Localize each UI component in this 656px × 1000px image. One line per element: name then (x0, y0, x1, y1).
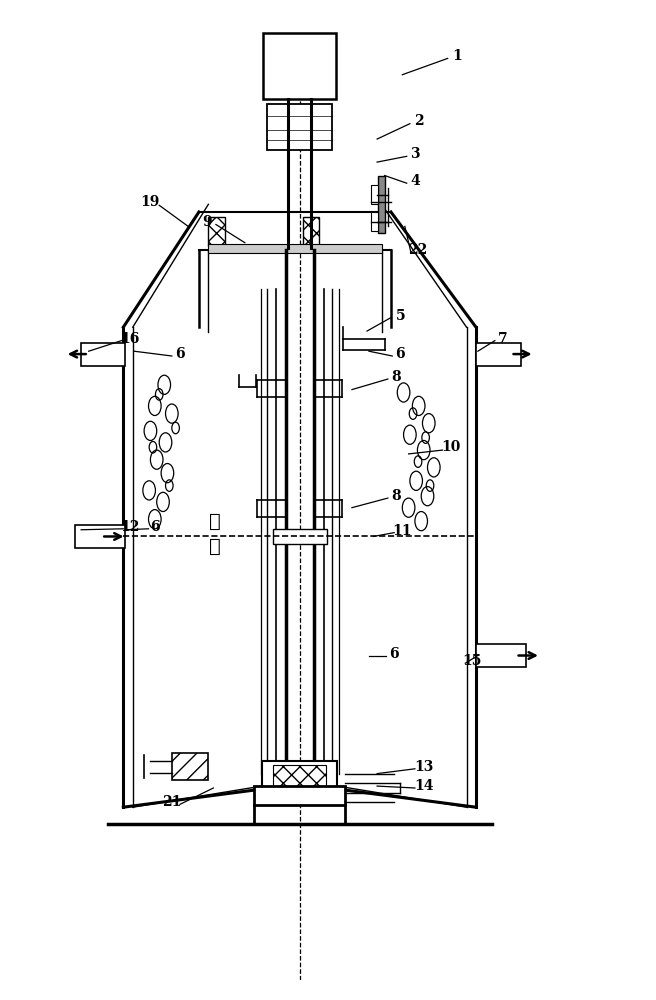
Bar (476, 644, 526, 667)
Text: 10: 10 (441, 440, 461, 454)
Text: 12: 12 (120, 520, 139, 534)
Bar (379, 176, 384, 233)
Text: 9: 9 (202, 215, 212, 229)
Bar (273, 529, 327, 544)
Bar (209, 217, 225, 246)
Text: 2: 2 (415, 114, 424, 128)
Text: 21: 21 (162, 795, 182, 809)
Bar (209, 244, 382, 253)
Bar (273, 765, 326, 788)
Text: 油: 油 (209, 512, 220, 531)
Text: 5: 5 (396, 309, 405, 323)
Text: 3: 3 (410, 147, 420, 161)
Bar (81, 343, 125, 366)
Bar (262, 761, 337, 788)
Bar (267, 104, 333, 150)
Text: 水: 水 (209, 537, 220, 556)
Text: 11: 11 (392, 524, 412, 538)
Text: 6: 6 (175, 347, 185, 361)
Bar (263, 33, 336, 99)
Text: 15: 15 (462, 654, 482, 668)
Text: 6: 6 (150, 520, 159, 534)
Text: 8: 8 (391, 489, 401, 503)
Bar (75, 525, 125, 548)
Bar (371, 212, 379, 231)
Text: 14: 14 (414, 779, 434, 793)
Text: 19: 19 (141, 195, 160, 209)
Bar (172, 753, 209, 780)
Bar (255, 786, 345, 805)
Text: 8: 8 (391, 370, 401, 384)
Bar (476, 343, 522, 366)
Text: 6: 6 (396, 347, 405, 361)
Text: 1: 1 (452, 49, 462, 63)
Text: 4: 4 (410, 174, 420, 188)
Text: 22: 22 (408, 243, 427, 257)
Text: 7: 7 (499, 332, 508, 346)
Text: 13: 13 (414, 760, 434, 774)
Bar (371, 185, 379, 204)
Text: 6: 6 (389, 647, 399, 661)
Text: 16: 16 (120, 332, 139, 346)
Bar (303, 217, 319, 246)
